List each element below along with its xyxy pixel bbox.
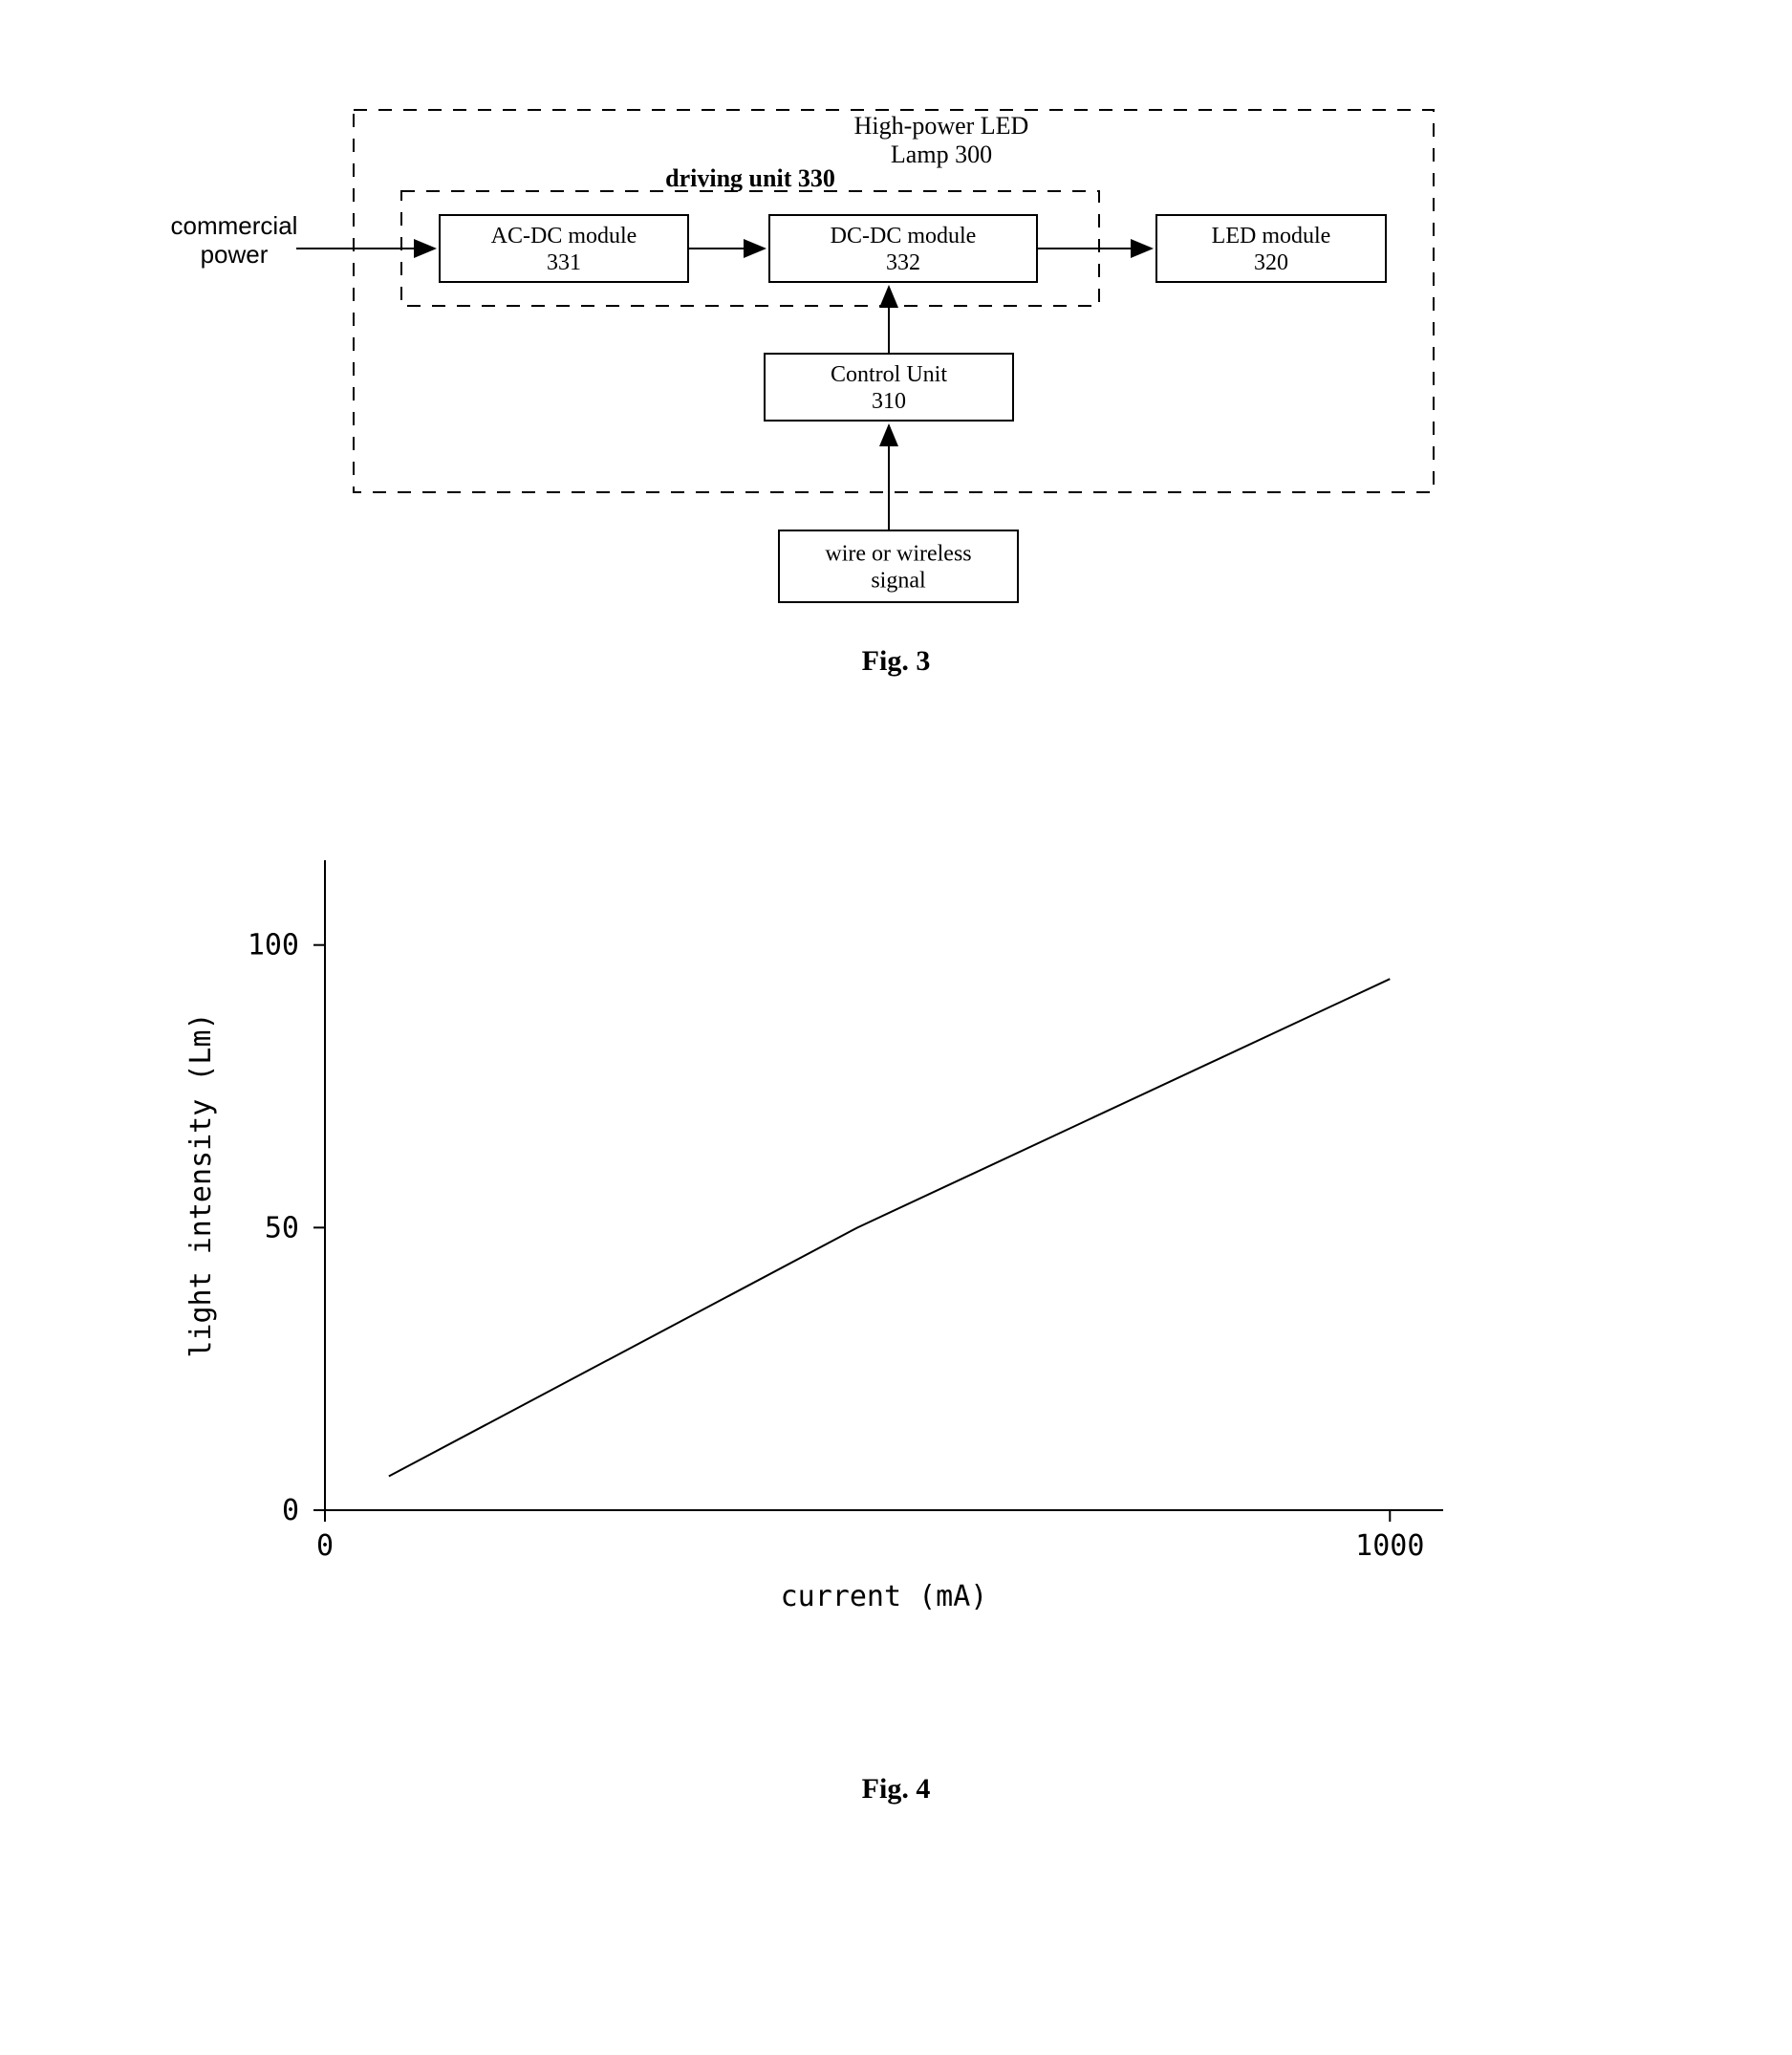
lamp-title-line1: High-power LED: [854, 112, 1029, 140]
fig4-svg: 05010001000current (mA)light intensity (…: [0, 860, 1792, 1740]
ytick-label-0: 0: [282, 1494, 299, 1527]
xtick-label-1: 1000: [1355, 1529, 1424, 1563]
dcdc-label-line2: 332: [886, 250, 920, 275]
dcdc-label-line1: DC-DC module: [831, 224, 977, 249]
commercial-power-label-line1: commercial: [171, 211, 298, 240]
ylabel: light intensity (Lm): [184, 1012, 218, 1357]
series-line: [389, 979, 1390, 1476]
ctrl-label-line1: Control Unit: [831, 362, 947, 387]
signal-label-line2: signal: [871, 569, 926, 594]
fig4-caption: Fig. 4: [0, 1773, 1792, 1806]
ytick-label-2: 100: [248, 929, 299, 963]
led-label-line2: 320: [1254, 250, 1288, 275]
xtick-label-0: 0: [316, 1529, 334, 1563]
lamp-title-line2: Lamp 300: [891, 141, 992, 168]
signal-label-line1: wire or wireless: [825, 542, 971, 567]
ctrl-label-line2: 310: [872, 389, 906, 414]
acdc-label-line1: AC-DC module: [491, 224, 637, 249]
figure-4: 05010001000current (mA)light intensity (…: [0, 860, 1792, 1806]
fig3-svg: High-power LEDLamp 300 driving unit 330 AC…: [0, 0, 1792, 688]
led-label-line1: LED module: [1212, 224, 1331, 249]
figure-3: High-power LEDLamp 300 driving unit 330 AC…: [0, 0, 1792, 678]
commercial-power-label-line2: power: [201, 240, 269, 269]
acdc-label-line2: 331: [547, 250, 581, 275]
ytick-label-1: 50: [265, 1211, 299, 1244]
driving-unit-title: driving unit 330: [665, 164, 835, 192]
xlabel: current (mA): [781, 1580, 988, 1613]
